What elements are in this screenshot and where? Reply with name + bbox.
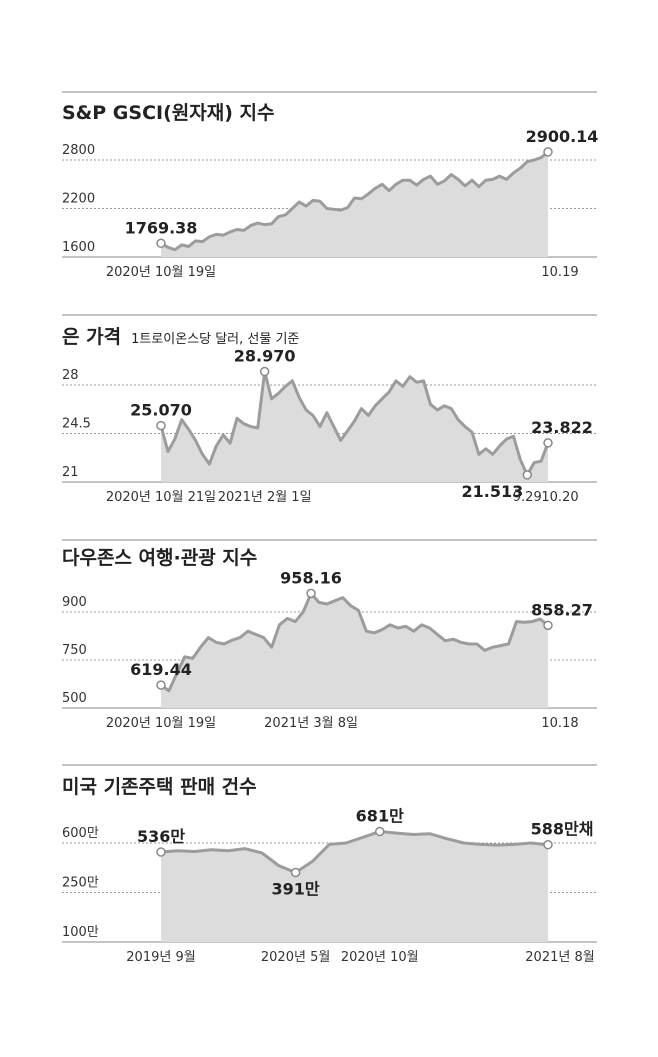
y-tick-label: 2200 bbox=[62, 192, 95, 207]
value-label: 681만 bbox=[356, 807, 404, 826]
point-marker bbox=[374, 826, 385, 837]
chart-title: 은 가격 bbox=[62, 326, 121, 348]
y-tick-label: 21 bbox=[62, 465, 79, 480]
point-marker bbox=[522, 470, 533, 480]
value-label: 2900.14 bbox=[526, 127, 599, 146]
point-marker bbox=[306, 588, 316, 599]
point-marker bbox=[543, 839, 553, 850]
value-label: 536만 bbox=[137, 827, 185, 846]
value-label: 1769.38 bbox=[125, 218, 198, 237]
x-tick-label: 2020년 5월 bbox=[261, 950, 330, 965]
x-tick-label: 2021년 2월 1일 bbox=[218, 490, 312, 505]
value-label: 958.16 bbox=[280, 568, 342, 587]
x-tick-label: 2021년 3월 8일 bbox=[264, 716, 358, 731]
x-tick-label: 2020년 10월 21일 bbox=[106, 490, 216, 505]
x-tick-label: 10.19 bbox=[541, 265, 578, 280]
x-tick-label: 2021년 8월 bbox=[525, 950, 594, 965]
y-tick-label: 24.5 bbox=[62, 417, 91, 432]
point-marker bbox=[259, 366, 270, 377]
value-label: 619.44 bbox=[130, 660, 192, 679]
point-marker bbox=[156, 847, 166, 857]
point-marker bbox=[156, 680, 166, 690]
value-label: 23.822 bbox=[531, 418, 593, 437]
y-tick-label: 28 bbox=[62, 368, 79, 383]
line bbox=[159, 370, 550, 477]
value-label: 588만채 bbox=[531, 820, 594, 839]
chart-subtitle: 1트로이온스당 달러, 선물 기준 bbox=[131, 332, 299, 347]
x-tick-label: 2020년 10월 bbox=[341, 950, 419, 965]
x-tick-label: 10.18 bbox=[541, 716, 578, 731]
value-label: 21.513 bbox=[462, 482, 524, 501]
point-marker bbox=[543, 438, 553, 448]
line bbox=[160, 830, 549, 875]
y-tick-label: 1600 bbox=[62, 240, 95, 255]
point-marker bbox=[156, 420, 166, 431]
point-marker bbox=[156, 238, 166, 249]
x-tick-label: 2020년 10월 19일 bbox=[106, 265, 216, 280]
chart-title: 미국 기존주택 판매 건수 bbox=[62, 776, 257, 798]
point-marker bbox=[290, 867, 301, 878]
chart-title: S&P GSCI(원자재) 지수 bbox=[62, 102, 274, 124]
y-tick-label: 100만 bbox=[62, 925, 99, 940]
value-label: 858.27 bbox=[531, 600, 593, 619]
y-tick-label: 2800 bbox=[62, 143, 95, 158]
x-tick-label: 2019년 9월 bbox=[126, 950, 195, 965]
y-tick-label: 500 bbox=[62, 691, 87, 706]
value-label: 25.070 bbox=[130, 401, 192, 420]
x-tick-label: 2020년 10월 19일 bbox=[106, 716, 216, 731]
y-tick-label: 600만 bbox=[62, 826, 99, 841]
x-tick-label: 10.20 bbox=[541, 490, 578, 505]
line bbox=[160, 150, 549, 252]
point-marker bbox=[543, 147, 553, 157]
y-tick-label: 900 bbox=[62, 595, 87, 610]
y-tick-label: 250만 bbox=[62, 876, 99, 891]
y-tick-label: 750 bbox=[62, 643, 87, 658]
line bbox=[160, 591, 549, 693]
chart-title: 다우존스 여행·관광 지수 bbox=[62, 547, 257, 569]
value-label: 28.970 bbox=[234, 347, 296, 366]
area bbox=[161, 371, 548, 482]
value-label: 391만 bbox=[272, 880, 320, 899]
x-tick-label: 9.29 bbox=[513, 490, 542, 505]
area bbox=[161, 831, 548, 942]
point-marker bbox=[543, 620, 553, 631]
area bbox=[161, 593, 548, 708]
area bbox=[161, 151, 548, 257]
